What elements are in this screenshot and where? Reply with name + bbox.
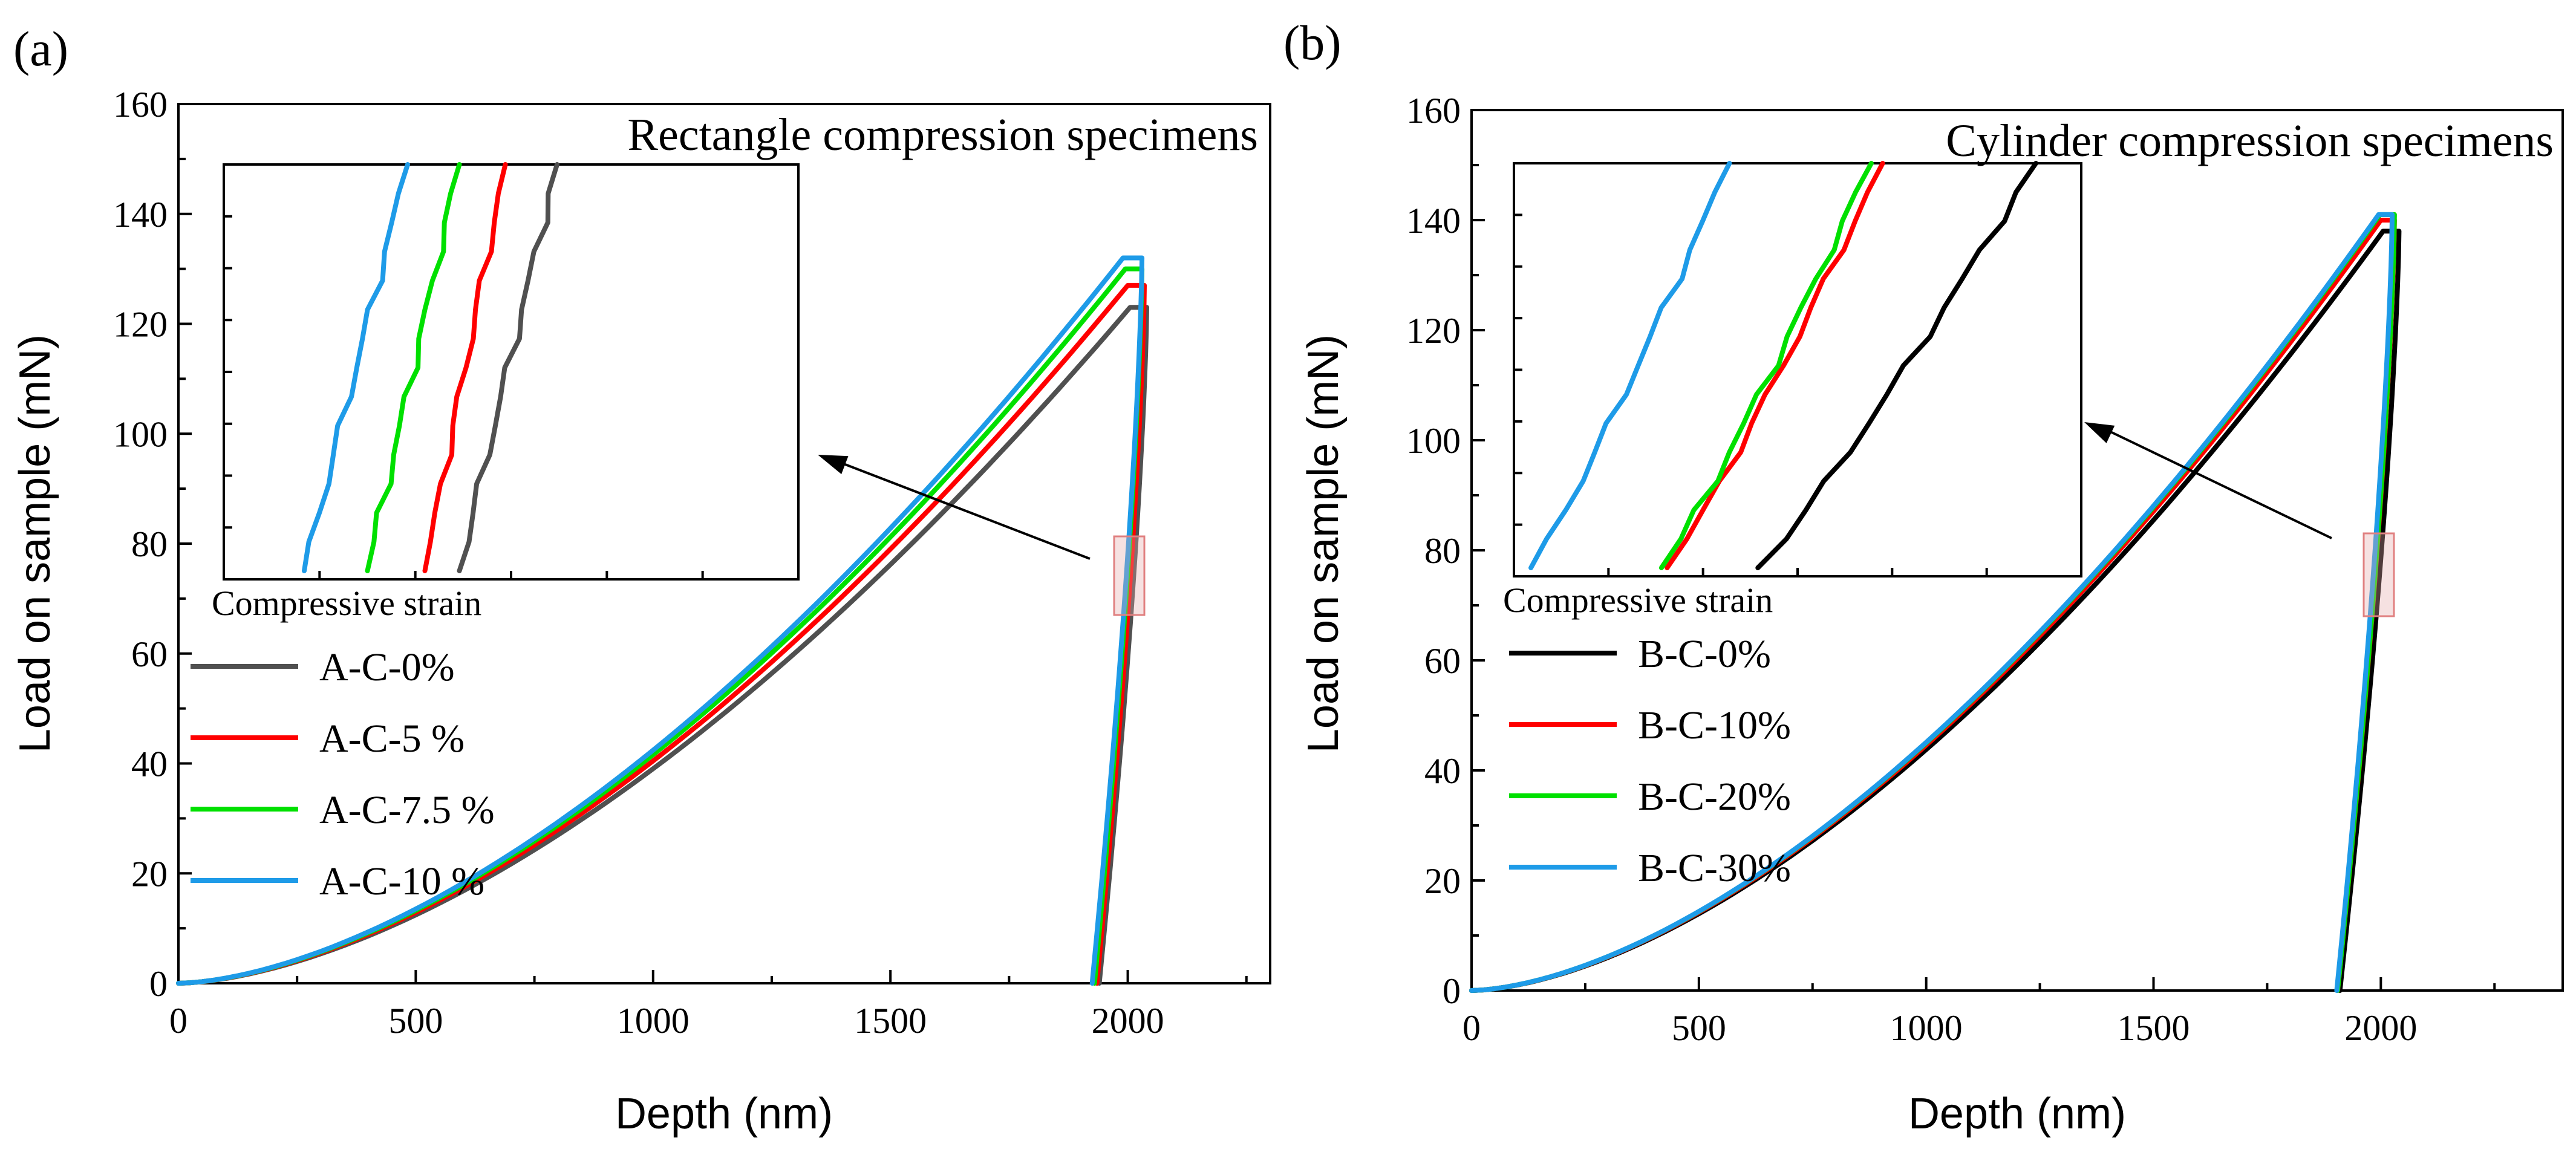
panel-b: (b) 0 500 1000 1500 2000 0 20 40 60 80 100 120 140 160… — [1283, 15, 2564, 1138]
zoom-arrow-head — [2084, 422, 2115, 443]
y-tick-label: 60 — [1424, 641, 1461, 681]
inset-curves — [302, 162, 559, 573]
y-tick-label: 160 — [1406, 91, 1461, 131]
inset-series-line-2 — [422, 162, 508, 573]
y-tick-label: 0 — [149, 964, 168, 1004]
inset-axis-label: Compressive strain — [212, 584, 481, 623]
zoom-arrow-line — [838, 461, 1091, 560]
y-axis-ticks: 0 20 40 60 80 100 120 140 160 — [113, 85, 192, 1004]
x-tick-label: 2000 — [2344, 1008, 2417, 1048]
inset-series-line-4 — [1528, 161, 1732, 570]
legend: A-C-0% A-C-5 % A-C-7.5 % A-C-10 % — [191, 645, 495, 903]
y-tick-label: 140 — [1406, 201, 1461, 241]
y-tick-label: 80 — [131, 524, 168, 564]
x-axis-title: Depth (nm) — [615, 1090, 833, 1138]
legend-label: A-C-5 % — [319, 717, 465, 761]
zoom-region-box — [2362, 532, 2395, 617]
y-axis-ticks: 0 20 40 60 80 100 120 140 160 — [1406, 91, 1485, 1011]
x-axis-title: Depth (nm) — [1908, 1090, 2126, 1138]
y-axis-title: Load on sample (mN) — [1299, 334, 1348, 753]
zoom-arrow-head — [818, 455, 849, 475]
legend-label: B-C-0% — [1638, 632, 1771, 676]
legend-label: A-C-10 % — [319, 859, 484, 903]
y-tick-label: 20 — [1424, 861, 1461, 901]
legend-label: A-C-0% — [319, 645, 455, 689]
y-tick-label: 100 — [113, 414, 168, 454]
inset-axis-label: Compressive strain — [1503, 581, 1773, 620]
inset-series-line-2 — [1665, 161, 1885, 570]
inset-series-line-1 — [1755, 161, 2038, 570]
y-tick-label: 160 — [113, 85, 168, 125]
x-tick-label: 1500 — [2118, 1008, 2190, 1048]
y-tick-label: 120 — [113, 305, 168, 345]
x-tick-label: 0 — [1462, 1008, 1481, 1048]
y-tick-label: 140 — [113, 195, 168, 235]
y-tick-label: 120 — [1406, 311, 1461, 351]
zoom-arrow-line — [2105, 428, 2332, 539]
plot-title: Cylinder compression specimens — [1946, 116, 2554, 166]
x-axis-ticks: 0 500 1000 1500 2000 — [1462, 977, 2496, 1048]
y-tick-label: 40 — [131, 744, 168, 784]
y-tick-label: 20 — [131, 854, 168, 894]
x-axis-ticks: 0 500 1000 1500 2000 — [169, 970, 1248, 1041]
y-axis-title: Load on sample (mN) — [11, 334, 59, 753]
y-tick-label: 0 — [1443, 971, 1461, 1011]
inset-series-line-3 — [365, 162, 462, 573]
x-tick-label: 0 — [169, 1001, 187, 1041]
series-curves — [1469, 212, 2402, 993]
inset-frame — [1513, 162, 2082, 578]
y-tick-label: 80 — [1424, 531, 1461, 571]
y-tick-label: 60 — [131, 634, 168, 674]
series-line-4 — [1469, 212, 2395, 993]
panel-a: (a) 0 500 1000 1500 2000 0 20 40 60 80 100 120 140 160… — [11, 21, 1271, 1138]
x-tick-label: 1000 — [617, 1001, 690, 1041]
legend: B-C-0% B-C-10% B-C-20% B-C-30% — [1509, 632, 1791, 890]
inset-ticks — [224, 215, 704, 579]
legend-label: A-C-7.5 % — [319, 788, 495, 832]
x-tick-label: 500 — [1672, 1008, 1726, 1048]
inset-series-line-3 — [1658, 161, 1874, 570]
x-tick-label: 1000 — [1890, 1008, 1963, 1048]
legend-label: B-C-30% — [1638, 846, 1791, 890]
x-tick-label: 2000 — [1092, 1001, 1164, 1041]
y-tick-label: 40 — [1424, 751, 1461, 791]
plot-title: Rectangle compression specimens — [627, 109, 1258, 160]
inset-series-line-1 — [457, 162, 559, 573]
zoom-region-box — [1113, 535, 1146, 616]
x-tick-label: 500 — [388, 1001, 443, 1041]
legend-label: B-C-20% — [1638, 775, 1791, 819]
panel-label: (a) — [13, 21, 68, 76]
inset-curves — [1528, 161, 2038, 570]
inset-ticks — [1514, 213, 1988, 576]
x-tick-label: 1500 — [854, 1001, 927, 1041]
inset-frame — [223, 163, 800, 581]
y-tick-label: 100 — [1406, 421, 1461, 461]
legend-label: B-C-10% — [1638, 703, 1791, 747]
panel-label: (b) — [1283, 15, 1342, 70]
inset-series-line-4 — [302, 162, 410, 573]
